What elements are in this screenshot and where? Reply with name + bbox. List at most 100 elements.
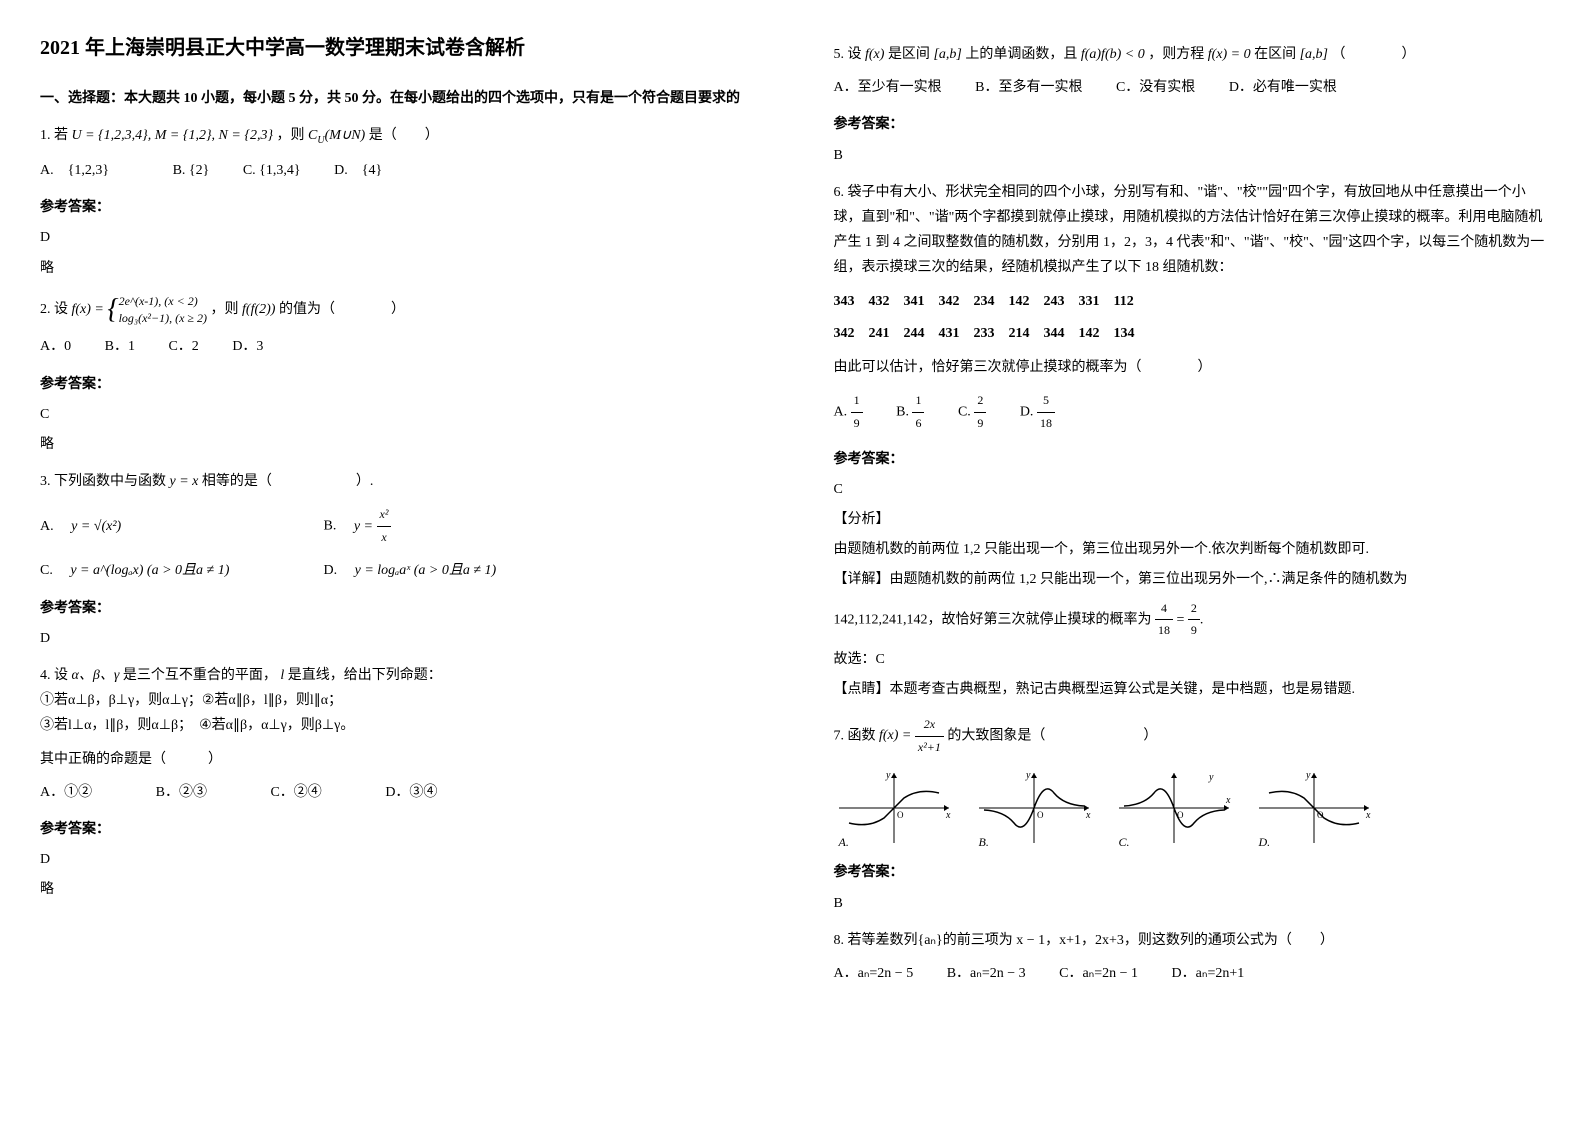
q1-opt-b: B. {2} bbox=[173, 158, 210, 183]
q4-answer: D bbox=[40, 847, 754, 872]
q1-answer-label: 参考答案： bbox=[40, 195, 754, 220]
q3-opt-d-label: D. bbox=[324, 563, 352, 578]
q1-stem-mid: ，则 bbox=[277, 128, 305, 143]
q7-graph-c: x y O C. bbox=[1114, 768, 1234, 848]
q4-vars: α、β、γ bbox=[72, 668, 120, 683]
q3-answer-label: 参考答案： bbox=[40, 596, 754, 621]
q4-stem-mid2: 是直线，给出下列命题： bbox=[288, 668, 442, 683]
q7-graph-a: x y O A. bbox=[834, 768, 954, 848]
svg-text:O: O bbox=[1177, 810, 1184, 820]
svg-text:x: x bbox=[1365, 810, 1371, 821]
q1-stem-prefix: 1. 若 bbox=[40, 128, 68, 143]
q5-opt-b: B．至多有一实根 bbox=[975, 75, 1082, 100]
q6-detail2: 142,112,241,142，故恰好第三次就停止摸球的概率为 418 = 29… bbox=[834, 598, 1548, 642]
q3-opt-a: y = √(x²) bbox=[71, 519, 121, 534]
q5-answer: B bbox=[834, 143, 1548, 168]
q5-opt-a: A．至少有一实根 bbox=[834, 75, 942, 100]
q6-answer-label: 参考答案： bbox=[834, 447, 1548, 472]
exam-title: 2021 年上海崇明县正大中学高一数学理期末试卷含解析 bbox=[40, 30, 754, 66]
svg-text:O: O bbox=[1317, 810, 1324, 820]
question-5: 5. 设 f(x) 是区间 [a,b] 上的单调函数，且 f(a)f(b) < … bbox=[834, 42, 1548, 100]
q4-stem: 4. 设 bbox=[40, 668, 68, 683]
q4-opt-a: A．①② bbox=[40, 780, 92, 805]
q8-opt-b: B．aₙ=2n − 3 bbox=[947, 961, 1026, 986]
q1-opt-a: A. {1,2,3} bbox=[40, 158, 109, 183]
q5-expr1: f(x) bbox=[865, 47, 884, 62]
q4-var-l: l bbox=[280, 668, 284, 683]
q3-row2: C. y = a^(logₐx) (a > 0且a ≠ 1) D. y = lo… bbox=[40, 558, 754, 583]
q7-graphs: x y O A. x y O B. bbox=[834, 768, 1548, 848]
q2-func: f(x) = { 2e^(x-1), (x < 2) log₃(x²−1), (… bbox=[72, 302, 211, 317]
q6-question: 由此可以估计，恰好第三次就停止摸球的概率为（ ） bbox=[834, 355, 1548, 380]
q8-opt-d: D．aₙ=2n+1 bbox=[1172, 961, 1245, 986]
svg-text:x: x bbox=[1225, 795, 1231, 806]
q2-opt-b: B．1 bbox=[105, 334, 135, 359]
svg-text:O: O bbox=[1037, 810, 1044, 820]
q5-answer-label: 参考答案： bbox=[834, 112, 1548, 137]
q7-graph-d: x y O D. bbox=[1254, 768, 1374, 848]
q1-opt-d: D. {4} bbox=[334, 158, 382, 183]
q5-opt-d: D．必有唯一实根 bbox=[1229, 75, 1337, 100]
q3-opt-c-label: C. bbox=[40, 563, 67, 578]
q5-opt-c: C．没有实根 bbox=[1116, 75, 1195, 100]
q3-opt-b-label: B. bbox=[324, 519, 351, 534]
svg-text:y: y bbox=[1305, 770, 1311, 781]
q7-graph-b: x y O B. bbox=[974, 768, 1094, 848]
q5-stem-mid3: ，则方程 bbox=[1148, 47, 1204, 62]
question-2: 2. 设 f(x) = { 2e^(x-1), (x < 2) log₃(x²−… bbox=[40, 293, 754, 360]
q3-answer: D bbox=[40, 626, 754, 651]
q6-detail: 【详解】由题随机数的前两位 1,2 只能出现一个，第三位出现另外一个,∴满足条件… bbox=[834, 567, 1548, 592]
q6-analysis: 由题随机数的前两位 1,2 只能出现一个，第三位出现另外一个.依次判断每个随机数… bbox=[834, 537, 1548, 562]
svg-text:x: x bbox=[1085, 810, 1091, 821]
q1-options: A. {1,2,3} B. {2} C. {1,3,4} D. {4} bbox=[40, 158, 754, 183]
q6-stem: 6. 袋子中有大小、形状完全相同的四个小球，分别写有和、"谐"、"校""园"四个… bbox=[834, 180, 1548, 281]
q8-options: A．aₙ=2n − 5 B．aₙ=2n − 3 C．aₙ=2n − 1 D．aₙ… bbox=[834, 961, 1548, 986]
q4-stem-mid: 是三个互不重合的平面， bbox=[123, 668, 277, 683]
svg-text:y: y bbox=[885, 770, 891, 781]
q8-opt-a: A．aₙ=2n − 5 bbox=[834, 961, 914, 986]
q6-opt-c: C. 29 bbox=[958, 390, 986, 434]
q2-opt-d: D．3 bbox=[232, 334, 263, 359]
section-1-header: 一、选择题：本大题共 10 小题，每小题 5 分，共 50 分。在每小题给出的四… bbox=[40, 86, 754, 111]
q5-stem-mid4: 在区间 bbox=[1254, 47, 1296, 62]
question-1: 1. 若 U = {1,2,3,4}, M = {1,2}, N = {2,3}… bbox=[40, 123, 754, 183]
q5-interval: [a,b] bbox=[933, 47, 961, 62]
q2-answer-label: 参考答案： bbox=[40, 372, 754, 397]
q5-expr2: f(a)f(b) < 0 bbox=[1081, 47, 1145, 62]
q6-choice: 故选：C bbox=[834, 647, 1548, 672]
q2-stem-prefix: 2. 设 bbox=[40, 302, 68, 317]
question-6: 6. 袋子中有大小、形状完全相同的四个小球，分别写有和、"谐"、"校""园"四个… bbox=[834, 180, 1548, 435]
svg-text:y: y bbox=[1208, 772, 1214, 783]
q6-analysis-label: 【分析】 bbox=[834, 507, 1548, 532]
q4-explain: 略 bbox=[40, 877, 754, 902]
q6-opt-d: D. 518 bbox=[1020, 390, 1055, 434]
q2-stem-mid: ，则 bbox=[211, 302, 239, 317]
q1-expr: CU(M∪N) bbox=[308, 128, 365, 143]
q4-options: A．①② B．②③ C．②④ D．③④ bbox=[40, 780, 754, 805]
svg-text:x: x bbox=[945, 810, 951, 821]
q3-expr: y = x bbox=[170, 474, 199, 489]
q2-opt-c: C．2 bbox=[168, 334, 198, 359]
q5-stem-suffix: （ ） bbox=[1332, 47, 1416, 62]
q4-answer-label: 参考答案： bbox=[40, 817, 754, 842]
q5-stem-prefix: 5. 设 bbox=[834, 47, 862, 62]
q5-expr3: f(x) = 0 bbox=[1208, 47, 1251, 62]
q7-answer: B bbox=[834, 891, 1548, 916]
q7-stem-suffix: 的大致图象是（ ） bbox=[947, 728, 1157, 743]
question-7: 7. 函数 f(x) = 2xx²+1 的大致图象是（ ） x y O A. bbox=[834, 714, 1548, 848]
q1-opt-c: C. {1,3,4} bbox=[243, 158, 301, 183]
q3-opt-d: y = logₐaˣ (a > 0且a ≠ 1) bbox=[355, 563, 497, 578]
q4-opt-d: D．③④ bbox=[385, 780, 437, 805]
right-column: 5. 设 f(x) 是区间 [a,b] 上的单调函数，且 f(a)f(b) < … bbox=[794, 0, 1587, 1122]
q6-numbers2: 342 241 244 431 233 214 344 142 134 bbox=[834, 323, 1548, 345]
q4-question: 其中正确的命题是（ ） bbox=[40, 747, 754, 772]
q1-answer: D bbox=[40, 225, 754, 250]
q7-label-a: A. bbox=[839, 832, 849, 854]
q2-options: A．0 B．1 C．2 D．3 bbox=[40, 334, 754, 359]
question-4: 4. 设 α、β、γ 是三个互不重合的平面， l 是直线，给出下列命题： ①若α… bbox=[40, 663, 754, 805]
svg-text:O: O bbox=[897, 810, 904, 820]
q2-answer: C bbox=[40, 402, 754, 427]
q3-opt-b: y = x²x bbox=[354, 519, 392, 534]
q6-options: A. 19 B. 16 C. 29 D. 518 bbox=[834, 390, 1548, 434]
q7-label-d: D. bbox=[1259, 832, 1271, 854]
